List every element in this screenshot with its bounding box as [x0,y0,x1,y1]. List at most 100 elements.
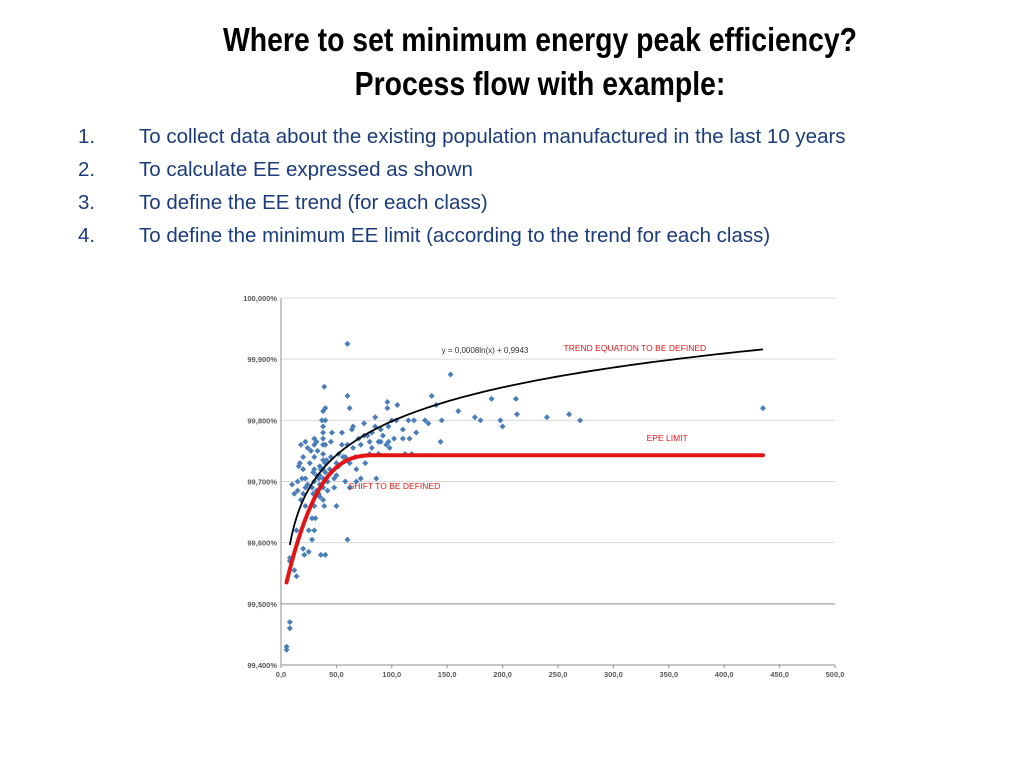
data-point [311,441,318,448]
x-tick-label: 250,0 [549,670,568,679]
data-point [291,490,298,497]
data-point [759,405,766,412]
data-point [327,438,334,445]
data-point [324,487,331,494]
data-point [344,392,351,399]
data-point [302,502,309,509]
step-text: To define the EE trend (for each class) [139,191,488,214]
x-tick-label: 500,0 [826,670,845,679]
x-tick-label: 150,0 [438,670,457,679]
data-point [283,646,290,653]
data-point [455,408,462,415]
data-point [577,417,584,424]
data-point [301,551,308,558]
data-point [384,405,391,412]
title-line-1: Where to set minimum energy peak efficie… [222,21,858,58]
data-point [385,438,392,445]
shift-annotation-label: SHIFT TO BE DEFINED [349,481,441,491]
data-point [353,478,360,485]
data-point [373,475,380,482]
data-point [309,536,316,543]
data-point [302,484,309,491]
data-point [362,460,369,467]
data-point [357,475,364,482]
data-point [383,441,390,448]
data-point [338,429,345,436]
data-point [293,573,300,580]
data-point [320,457,327,464]
data-point [425,420,432,427]
data-point [286,619,293,626]
data-point [321,502,328,509]
data-point [305,527,312,534]
data-point [286,558,293,565]
x-tick-label: 50,0 [329,670,344,679]
data-point [296,460,303,467]
data-point [312,515,319,522]
epe-limit-line [284,453,765,585]
trend-line [288,348,764,546]
data-point [320,496,327,503]
data-point [283,643,290,650]
data-point [317,551,324,558]
data-point [447,371,454,378]
data-point [320,423,327,430]
data-point [428,392,435,399]
step-item: 3. To define the EE trend (for each clas… [78,189,948,216]
data-point [294,487,301,494]
data-point [311,527,318,534]
data-point [322,441,329,448]
data-point [344,340,351,347]
data-point [346,405,353,412]
data-point [437,438,444,445]
data-point [302,475,309,482]
data-point [543,414,550,421]
step-text: To calculate EE expressed as shown [139,158,473,181]
data-point [331,484,338,491]
data-point [514,411,521,418]
data-point [286,625,293,632]
data-point [323,457,330,464]
data-point [300,545,307,552]
data-point [368,444,375,451]
data-point [346,484,353,491]
data-point [399,426,406,433]
x-tick-label: 0,0 [276,670,286,679]
data-point [477,417,484,424]
step-text: To collect data about the existing popul… [139,125,846,148]
data-point [410,417,417,424]
data-point [291,567,298,574]
data-point [413,429,420,436]
x-tick-label: 100,0 [382,670,401,679]
step-text: To define the minimum EE limit (accordin… [139,224,771,247]
data-point [289,481,296,488]
data-point [311,454,318,461]
data-point [315,475,322,482]
x-tick-label: 400,0 [715,670,734,679]
data-point [304,444,311,451]
data-point [333,472,340,479]
data-point [377,438,384,445]
data-point [391,435,398,442]
data-point [350,444,357,451]
y-tick-label: 99,700% [247,478,277,487]
data-point [314,447,321,454]
data-point [309,515,316,522]
data-point [300,454,307,461]
data-point [406,435,413,442]
data-point [338,441,345,448]
data-point [297,441,304,448]
data-point [333,502,340,509]
data-point [302,438,309,445]
step-number: 1. [78,125,96,148]
x-tick-label: 450,0 [770,670,789,679]
data-point [326,466,333,473]
data-point [386,444,393,451]
data-point [385,423,392,430]
data-point [318,417,325,424]
epe-limit-label: EPE LIMIT [647,433,688,443]
data-point [372,414,379,421]
data-point [384,398,391,405]
data-point [322,405,329,412]
data-point [422,417,429,424]
